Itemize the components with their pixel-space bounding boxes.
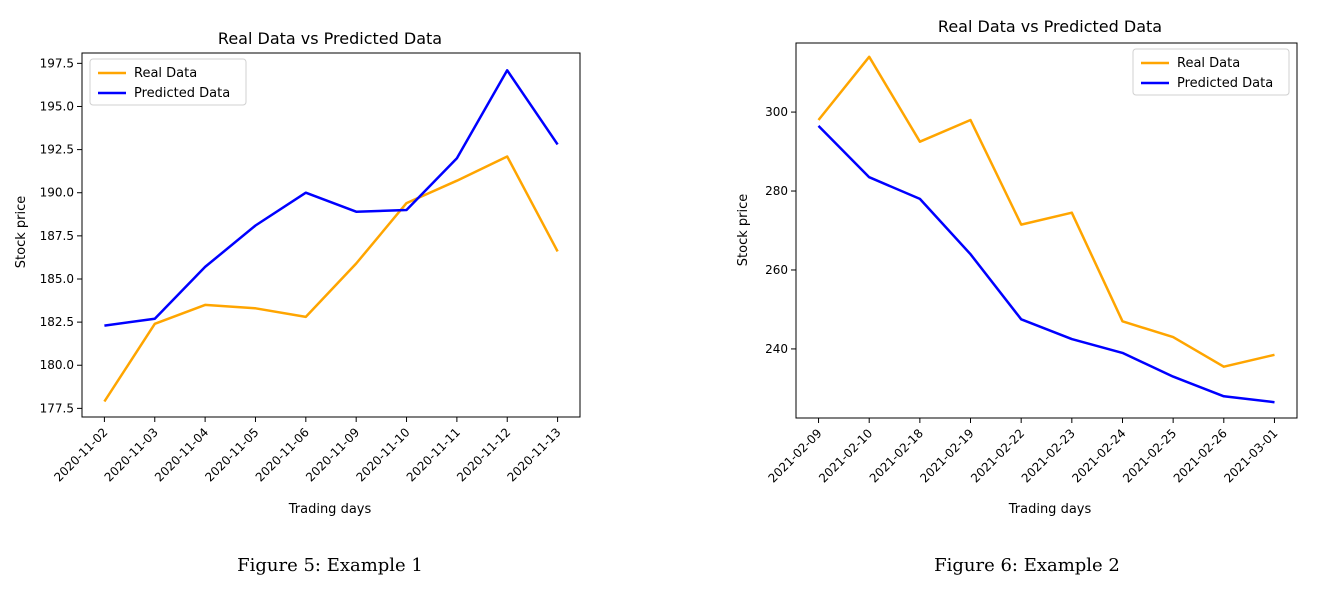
chart-2-series-predicted-data-line xyxy=(817,125,1275,404)
chart-1-title: Real Data vs Predicted Data xyxy=(218,29,442,48)
chart-2-svg: Real Data vs Predicted Data Trading days… xyxy=(736,17,1298,576)
chart-1-legend-label-predicted-data: Predicted Data xyxy=(134,86,230,101)
chart-1-svg: Real Data vs Predicted Data Trading days… xyxy=(14,29,581,576)
chart-2-ytick-label: 240 xyxy=(765,342,788,356)
chart-1-ytick-label: 195.0 xyxy=(40,99,74,113)
chart-1-ytick-label: 180.0 xyxy=(40,358,74,372)
figure-example-2: Real Data vs Predicted Data Trading days… xyxy=(663,0,1326,591)
chart-1-plot-frame xyxy=(81,52,581,418)
chart-2-legend-label-real-data: Real Data xyxy=(1177,56,1240,71)
chart-2-plot-frame xyxy=(795,42,1298,419)
chart-2-xtick-label: 2021-03-01 xyxy=(1221,426,1280,485)
chart-1-legend-box xyxy=(89,58,247,106)
figure-2-caption: Figure 6: Example 2 xyxy=(934,555,1120,576)
chart-1-xtick-label: 2020-11-13 xyxy=(504,425,563,484)
chart-1-legend-label-real-data: Real Data xyxy=(134,66,197,81)
chart-2-xlabel: Trading days xyxy=(1008,502,1092,517)
chart-1-ytick-label: 192.5 xyxy=(40,143,74,157)
figure-example-1: Real Data vs Predicted Data Trading days… xyxy=(14,29,581,576)
chart-1-ylabel: Stock price xyxy=(14,196,29,268)
figure-1-caption: Figure 5: Example 1 xyxy=(237,555,423,576)
chart-2-legend-box xyxy=(1132,48,1290,96)
chart-1-ytick-label: 197.5 xyxy=(40,56,74,70)
chart-2-title: Real Data vs Predicted Data xyxy=(938,17,1162,36)
chart-2-legend-label-predicted-data: Predicted Data xyxy=(1177,76,1273,91)
chart-1-ytick-label: 185.0 xyxy=(40,272,74,286)
chart-1-xlabel: Trading days xyxy=(288,502,372,517)
chart-2-ytick-label: 300 xyxy=(765,105,788,119)
chart-2-ylabel: Stock price xyxy=(736,194,751,266)
chart-1-ytick-label: 190.0 xyxy=(40,186,74,200)
chart-2-ytick-label: 260 xyxy=(765,263,788,277)
chart-1-ytick-label: 182.5 xyxy=(40,315,74,329)
chart-1-ytick-label: 187.5 xyxy=(40,229,74,243)
chart-1-series-predicted-data-line xyxy=(104,69,559,327)
chart-2-ytick-label: 280 xyxy=(765,184,788,198)
chart-1-series-real-data-line xyxy=(103,155,559,403)
chart-2-series-real-data-line xyxy=(817,55,1275,368)
chart-1-ytick-label: 177.5 xyxy=(40,401,74,415)
